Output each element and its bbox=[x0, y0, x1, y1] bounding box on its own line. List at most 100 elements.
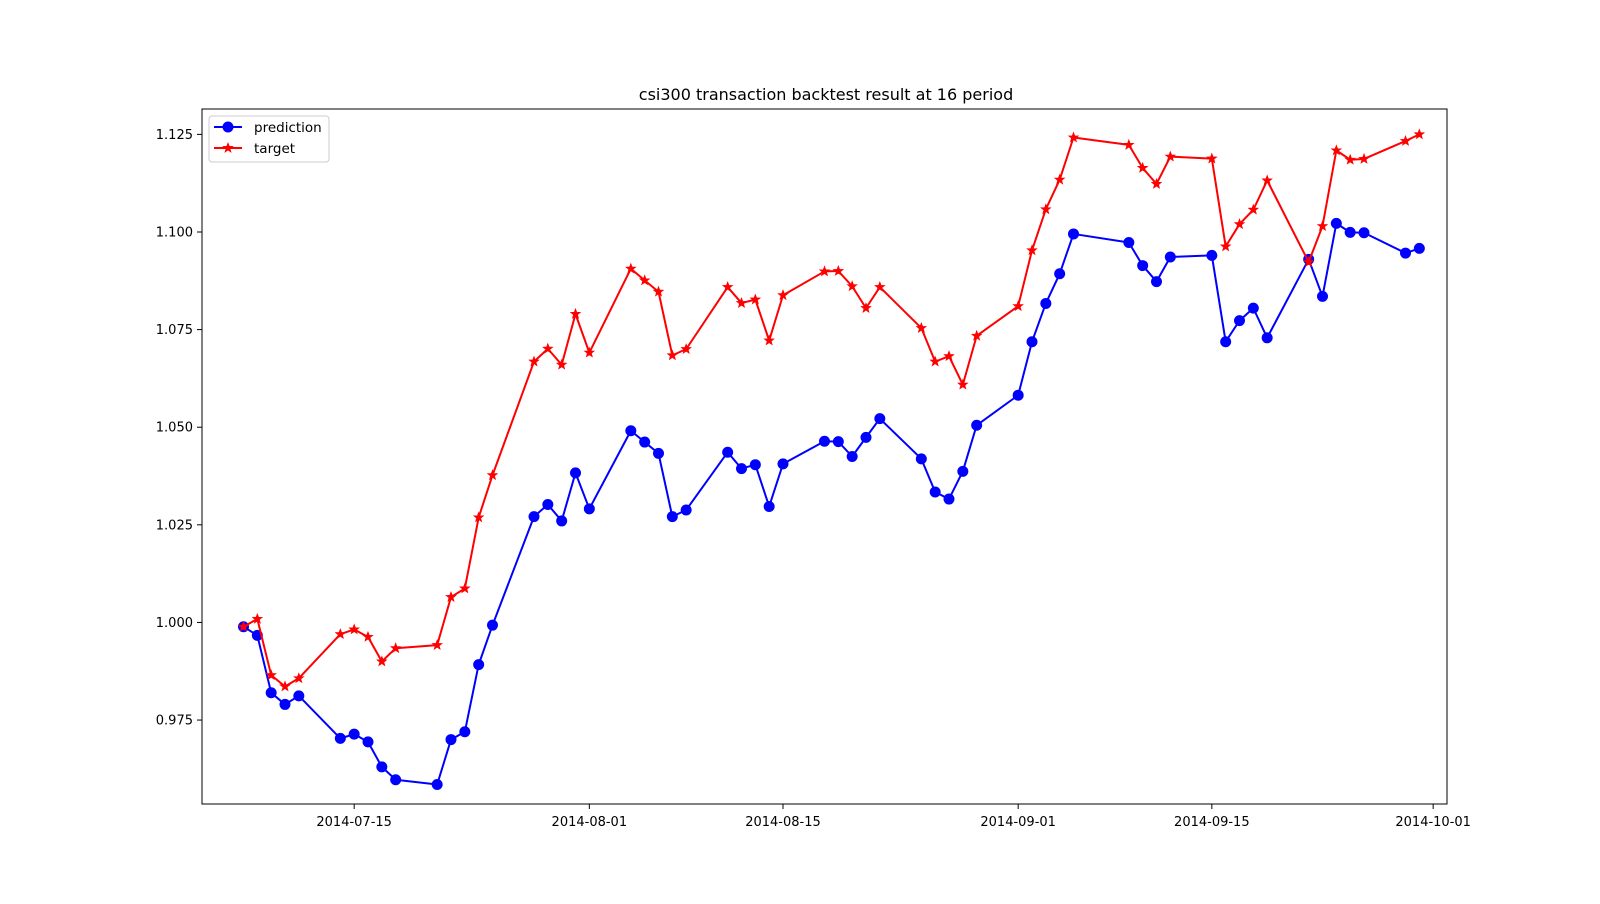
target-point bbox=[376, 655, 388, 667]
target-point bbox=[445, 591, 457, 602]
prediction-point bbox=[943, 493, 955, 505]
prediction-point bbox=[957, 465, 969, 477]
target-point bbox=[1413, 128, 1426, 140]
target-point bbox=[1233, 218, 1246, 230]
prediction-point bbox=[1317, 290, 1328, 302]
target-point bbox=[1316, 220, 1329, 232]
target-line bbox=[243, 133, 1420, 688]
prediction-point bbox=[1261, 332, 1273, 344]
y-axis: 0.975 1.000 1.025 1.050 1.075 1.100 1.125 bbox=[156, 128, 202, 729]
target-point bbox=[1136, 161, 1149, 173]
target-point bbox=[472, 511, 485, 523]
prediction-point bbox=[1206, 249, 1218, 261]
prediction-point bbox=[570, 467, 581, 479]
target-point bbox=[915, 321, 928, 333]
target-point bbox=[1150, 177, 1163, 189]
target-point bbox=[1206, 152, 1218, 164]
target-point bbox=[362, 630, 374, 642]
prediction-point bbox=[542, 499, 554, 511]
prediction-point bbox=[819, 435, 830, 447]
target-point bbox=[652, 285, 665, 297]
target-point bbox=[486, 469, 499, 481]
prediction-point bbox=[874, 413, 886, 425]
target-point bbox=[542, 342, 554, 354]
prediction-point bbox=[1012, 389, 1024, 401]
legend-label: target bbox=[254, 141, 295, 157]
prediction-point bbox=[653, 447, 664, 459]
prediction-point bbox=[1054, 268, 1066, 280]
prediction-point bbox=[1068, 228, 1079, 240]
target-point bbox=[279, 680, 291, 692]
x-tick-label: 2014-09-15 bbox=[1174, 815, 1250, 830]
target-point bbox=[237, 620, 250, 632]
y-tick-label: 1.025 bbox=[156, 518, 193, 533]
target-point bbox=[1261, 174, 1273, 186]
x-tick-label: 2014-08-01 bbox=[552, 815, 628, 830]
target-point bbox=[1247, 203, 1260, 215]
target-point bbox=[528, 355, 540, 367]
y-tick-label: 1.125 bbox=[156, 128, 193, 143]
target-point bbox=[348, 623, 360, 635]
target-point bbox=[1358, 152, 1370, 164]
series-prediction bbox=[238, 217, 1425, 790]
prediction-point bbox=[860, 431, 872, 443]
target-point bbox=[666, 349, 679, 361]
prediction-point bbox=[1026, 336, 1038, 348]
prediction-point bbox=[680, 504, 692, 516]
prediction-point bbox=[1344, 226, 1356, 238]
prediction-point bbox=[376, 761, 388, 773]
target-point bbox=[957, 378, 969, 390]
target-point bbox=[1123, 138, 1135, 150]
target-point bbox=[251, 612, 264, 624]
target-point bbox=[459, 582, 471, 594]
prediction-point bbox=[777, 458, 789, 470]
y-tick-label: 1.075 bbox=[156, 323, 193, 338]
prediction-point bbox=[1164, 251, 1176, 263]
target-point bbox=[1399, 134, 1412, 146]
legend-entry-target: target bbox=[214, 141, 295, 157]
target-point bbox=[832, 264, 845, 276]
legend: prediction target bbox=[208, 115, 330, 163]
prediction-point bbox=[1137, 260, 1149, 272]
prediction-point bbox=[459, 726, 471, 738]
x-tick-label: 2014-07-15 bbox=[316, 815, 392, 830]
prediction-point bbox=[1234, 315, 1245, 327]
prediction-point bbox=[625, 425, 637, 437]
target-point bbox=[1330, 144, 1343, 156]
target-point bbox=[846, 280, 858, 292]
prediction-point bbox=[473, 659, 485, 671]
prediction-point bbox=[431, 778, 443, 790]
y-tick-label: 0.975 bbox=[156, 714, 193, 729]
prediction-point bbox=[445, 734, 457, 746]
prediction-point bbox=[846, 451, 858, 462]
prediction-point bbox=[929, 486, 941, 498]
target-point bbox=[334, 628, 347, 640]
target-point bbox=[1164, 150, 1177, 162]
y-tick-label: 1.050 bbox=[156, 421, 193, 436]
x-tick-label: 2014-08-15 bbox=[745, 815, 821, 830]
target-point bbox=[680, 343, 692, 355]
target-point bbox=[749, 293, 762, 305]
prediction-point bbox=[639, 436, 651, 448]
target-point bbox=[818, 265, 831, 277]
target-point bbox=[1040, 203, 1052, 215]
prediction-point bbox=[736, 463, 747, 475]
prediction-point bbox=[334, 732, 346, 744]
target-point bbox=[943, 350, 955, 362]
prediction-point bbox=[362, 736, 374, 748]
prediction-point bbox=[348, 728, 360, 740]
prediction-line bbox=[242, 222, 1420, 786]
target-point bbox=[1026, 244, 1038, 256]
prediction-point bbox=[749, 459, 761, 471]
legend-label: prediction bbox=[254, 120, 322, 136]
target-point bbox=[777, 289, 789, 301]
target-point bbox=[569, 307, 582, 319]
target-point bbox=[583, 346, 596, 358]
target-point bbox=[389, 642, 402, 654]
prediction-point bbox=[1330, 217, 1342, 229]
y-tick-label: 1.100 bbox=[156, 225, 193, 240]
prediction-point bbox=[1040, 297, 1052, 309]
target-point bbox=[1012, 300, 1024, 312]
